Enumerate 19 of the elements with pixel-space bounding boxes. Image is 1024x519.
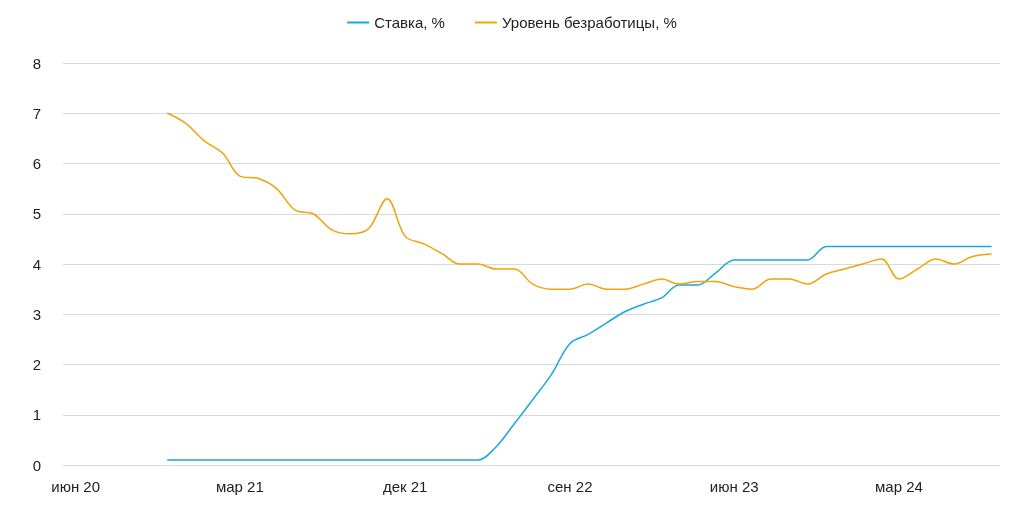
y-tick-label: 3: [32, 305, 41, 323]
y-tick-label: 2: [32, 356, 41, 373]
y-tick-label: 0: [32, 456, 41, 474]
x-tick-label: июн 23: [709, 478, 759, 495]
line-series: [166, 112, 992, 290]
x-tick-label: июн 20: [51, 478, 101, 495]
legend-label: Ставка, %: [374, 14, 445, 31]
y-tick-label: 8: [32, 54, 41, 72]
x-tick-label: дек 21: [382, 478, 428, 495]
y-tick-label: 1: [32, 406, 41, 424]
legend-label: Уровень безработицы, %: [501, 14, 677, 31]
y-tick-label: 5: [32, 205, 41, 223]
x-tick-label: мар 21: [215, 478, 264, 495]
y-tick-label: 7: [32, 104, 41, 122]
line-series: [166, 245, 992, 461]
y-tick-label: 4: [32, 255, 41, 273]
x-tick-label: сен 22: [547, 478, 593, 495]
x-tick-label: мар 24: [875, 478, 923, 495]
y-tick-label: 6: [32, 155, 41, 172]
